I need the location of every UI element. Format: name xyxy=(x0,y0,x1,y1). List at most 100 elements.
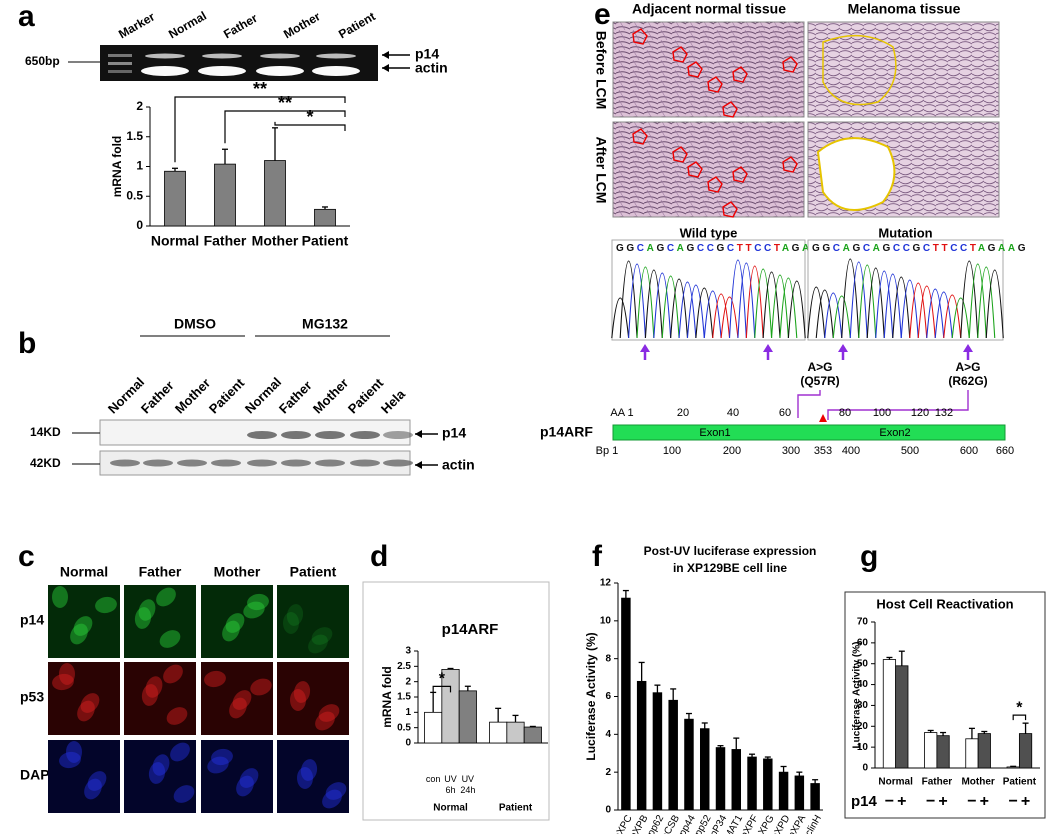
blot-band xyxy=(143,459,173,467)
aa-scale: AA 1 xyxy=(610,407,633,419)
micrograph xyxy=(124,585,196,658)
blot-band xyxy=(247,459,277,467)
aa-scale: 132 xyxy=(935,407,953,419)
significance-label: * xyxy=(439,671,446,688)
chromatogram-peak xyxy=(686,284,705,339)
chart-title: p14ARF xyxy=(442,621,499,638)
chromatogram-peak xyxy=(787,280,806,339)
cell xyxy=(148,762,166,784)
image-column-label: Normal xyxy=(60,564,108,580)
gel-band xyxy=(316,53,356,59)
gel-lane-label: Father xyxy=(221,11,260,42)
y-tick-label: 4 xyxy=(605,729,611,740)
blot-band xyxy=(315,459,345,467)
chromatogram-peak xyxy=(762,271,781,339)
x-tick-label: Father xyxy=(922,777,953,788)
blot-band xyxy=(315,431,345,439)
cell xyxy=(163,664,183,684)
chromatogram-peak xyxy=(858,264,877,339)
cell xyxy=(73,616,93,636)
cell xyxy=(156,587,176,607)
y-tick-label: 1 xyxy=(405,707,411,718)
image-column-label: Patient xyxy=(290,564,337,580)
x-tick-label: Father xyxy=(204,233,247,249)
bp-scale: 660 xyxy=(996,445,1014,457)
chromatogram-peak xyxy=(678,281,697,339)
aa-scale: 80 xyxy=(839,407,851,419)
mutation-mark xyxy=(819,414,827,422)
blot-size: 14KD xyxy=(30,425,61,439)
aa-scale: 100 xyxy=(873,407,891,419)
chromatogram-peak xyxy=(754,268,773,339)
cell xyxy=(170,742,190,762)
chromatogram-peak xyxy=(728,259,747,339)
cell xyxy=(152,754,170,776)
bp-scale: Bp 1 xyxy=(596,445,619,457)
bar xyxy=(965,738,979,769)
x-tick-label: Normal xyxy=(433,803,468,814)
blot-lane-label: Patient xyxy=(206,375,248,417)
legend-sign: + xyxy=(1021,793,1030,810)
bar xyxy=(715,747,726,811)
lcm-outline xyxy=(707,176,723,193)
cell xyxy=(300,759,318,781)
y-tick-label: 70 xyxy=(857,617,869,628)
bar xyxy=(778,771,789,811)
y-tick-label: 1 xyxy=(136,159,143,173)
gel-band xyxy=(198,66,246,76)
micrograph xyxy=(124,740,196,813)
chromatogram-peak xyxy=(771,274,789,339)
blot-band xyxy=(211,459,241,467)
gel-size: 650bp xyxy=(25,54,60,68)
lcm-outline xyxy=(732,166,748,183)
y-axis-label: mRNA fold xyxy=(380,666,394,728)
micrograph xyxy=(48,740,120,813)
gel-band-label: actin xyxy=(415,60,448,76)
micrograph xyxy=(48,585,120,658)
bar xyxy=(977,733,991,769)
arrow-head xyxy=(415,430,422,438)
bar xyxy=(731,749,742,811)
blot-band xyxy=(383,459,413,467)
gel-lane-label: Mother xyxy=(281,9,323,41)
bar xyxy=(458,690,477,744)
bar xyxy=(523,726,542,744)
lcm-outline xyxy=(687,61,703,78)
blot-band-label: p14 xyxy=(442,425,466,441)
bar xyxy=(214,163,236,227)
cell xyxy=(70,623,88,645)
gel-band xyxy=(312,66,360,76)
blot-group: DMSO xyxy=(174,316,216,332)
arrow-head xyxy=(415,461,422,469)
chromatogram-peak xyxy=(875,270,894,339)
chromatogram-peak xyxy=(653,272,672,339)
mutation-label: A>G xyxy=(955,360,980,374)
blot-lane-label: Patient xyxy=(345,375,387,417)
significance-label: * xyxy=(306,107,313,127)
cell xyxy=(204,670,226,688)
y-tick-label: 10 xyxy=(600,615,612,626)
panel-frame xyxy=(844,591,1046,819)
bp-scale: 300 xyxy=(782,445,800,457)
legend-sign: + xyxy=(897,793,906,810)
lcm-outline xyxy=(707,76,723,93)
chart-title: in XP129BE cell line xyxy=(673,561,787,575)
chromatogram-peak xyxy=(892,276,911,339)
gel-band xyxy=(145,53,185,59)
panel-label: g xyxy=(860,540,878,573)
significance-label: * xyxy=(1016,699,1023,716)
lcm-outline xyxy=(782,56,798,73)
y-tick-label: 3 xyxy=(405,646,411,657)
y-axis-label: mRNA fold xyxy=(110,136,124,198)
lcm-outline xyxy=(672,146,688,163)
y-tick-label: 50 xyxy=(857,658,869,669)
panel-frame xyxy=(362,581,550,821)
cell xyxy=(283,612,299,634)
gel-lane-label: Patient xyxy=(336,9,378,41)
gel-lane-label: Normal xyxy=(166,9,209,42)
y-tick-label: 0 xyxy=(605,805,611,816)
bar xyxy=(164,170,186,227)
chromatogram-peak xyxy=(720,296,739,339)
bar xyxy=(684,718,694,811)
